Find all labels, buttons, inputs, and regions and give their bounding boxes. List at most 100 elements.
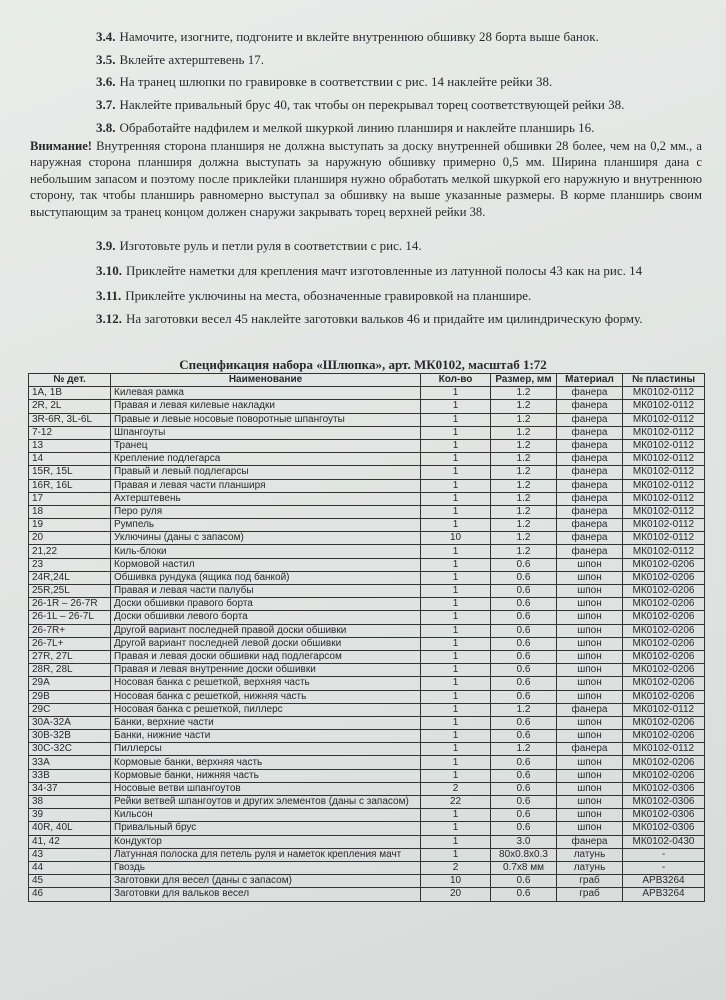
step-text: Приклейте уключины на места, обозначенны… xyxy=(125,288,532,303)
table-cell: шпон xyxy=(556,821,623,836)
table-row: 33B Кормовые банки, нижняя часть 1 0.6 шпон М… xyxy=(28,768,705,783)
table-cell: 1.2 xyxy=(490,478,557,493)
table-cell: Гвоздь xyxy=(110,860,421,876)
table-cell: 1.2 xyxy=(490,518,557,533)
table-row: 26-1R – 26-7R Доски обшивки правого борта… xyxy=(28,597,705,612)
table-row: 3R-6R, 3L-6L Правые и левые носовые повор… xyxy=(28,412,705,427)
table-cell: 1 xyxy=(420,491,491,506)
table-cell: латунь xyxy=(556,847,623,862)
table-cell: МК0102-0112 xyxy=(622,742,705,757)
table-cell: 1 xyxy=(420,623,491,638)
table-cell: Румпель xyxy=(110,518,421,533)
table-cell: 1 xyxy=(420,425,491,440)
table-cell: МК0102-0112 xyxy=(622,386,705,401)
table-cell: граб xyxy=(556,887,623,902)
step-text: Наклейте привальный брус 40, так чтобы о… xyxy=(119,97,625,112)
table-row: 26-1L – 26-7L Доски обшивки левого борта 1… xyxy=(28,610,705,625)
table-cell: 1 xyxy=(420,636,491,651)
table-cell: Носовая банка с решеткой, пиллерс xyxy=(110,702,421,717)
table-cell: 14 xyxy=(28,452,111,467)
table-cell: 0.6 xyxy=(490,821,557,836)
instruction-step: 3.5. Вклейте ахтерштевень 17. xyxy=(96,52,706,68)
table-cell: 0.6 xyxy=(490,729,557,744)
table-cell: 2R, 2L xyxy=(28,399,111,414)
table-cell: МК0102-0306 xyxy=(622,781,705,797)
column-header: № дет. xyxy=(28,372,111,388)
table-cell: 1 xyxy=(420,412,491,427)
table-cell: МК0102-0112 xyxy=(622,531,705,546)
table-cell: Ахтерштевень xyxy=(110,491,421,506)
table-cell: 1A, 1B xyxy=(28,386,111,401)
table-cell: МК0102-0112 xyxy=(622,425,705,440)
table-cell: Латунная полоска для петель руля и намет… xyxy=(110,847,421,862)
table-cell: 0.6 xyxy=(490,887,557,902)
table-cell: 0.6 xyxy=(490,689,557,704)
table-cell: МК0102-0112 xyxy=(622,438,705,454)
table-cell: 1 xyxy=(420,518,491,533)
table-row: 17 Ахтерштевень 1 1.2 фанера МК0102-0112 xyxy=(28,491,705,506)
table-cell: Шпангоуты xyxy=(110,425,421,440)
table-cell: 1 xyxy=(420,504,491,520)
table-cell: Правый и левый подлегарсы xyxy=(110,465,421,480)
table-cell: 19 xyxy=(28,518,111,533)
table-cell: Правая и левая доски обшивки над подлега… xyxy=(110,649,421,665)
table-cell: 0.6 xyxy=(490,755,557,770)
table-cell: 1 xyxy=(420,715,491,731)
step-number: 3.6. xyxy=(96,74,116,89)
table-cell: 1.2 xyxy=(490,399,557,414)
table-cell: 0.6 xyxy=(490,583,557,599)
table-cell: Кормовые банки, верхняя часть xyxy=(110,755,421,770)
table-row: 13 Транец 1 1.2 фанера МК0102-0112 xyxy=(28,438,705,454)
step-text: Намочите, изогните, подгоните и вклейте … xyxy=(119,29,599,44)
table-cell: Уключины (даны с запасом) xyxy=(110,531,421,546)
table-cell: фанера xyxy=(556,478,623,493)
table-row: 7-12 Шпангоуты 1 1.2 фанера МК0102-0112 xyxy=(28,425,705,440)
table-cell: МК0102-0206 xyxy=(622,729,705,744)
table-cell: шпон xyxy=(556,794,623,810)
table-cell: Кондуктор xyxy=(110,834,421,849)
table-cell: 0.6 xyxy=(490,663,557,678)
table-cell: 1 xyxy=(420,399,491,414)
table-cell: 1 xyxy=(420,438,491,454)
table-cell: 24R,24L xyxy=(28,570,111,586)
table-cell: МК0102-0206 xyxy=(622,623,705,638)
table-cell: 1 xyxy=(420,610,491,625)
table-cell: 26-7L+ xyxy=(28,636,111,651)
table-cell: 0.6 xyxy=(490,781,557,797)
table-cell: шпон xyxy=(556,781,623,797)
table-cell: шпон xyxy=(556,689,623,704)
table-cell: 1.2 xyxy=(490,531,557,546)
table-cell: 30C-32C xyxy=(28,742,111,757)
table-cell: 0.6 xyxy=(490,649,557,665)
table-cell: МК0102-0112 xyxy=(622,399,705,414)
table-cell: 1 xyxy=(420,597,491,612)
table-cell: МК0102-0112 xyxy=(622,491,705,506)
table-row: 18 Перо руля 1 1.2 фанера МК0102-0112 xyxy=(28,504,705,520)
column-header: № пластины xyxy=(622,372,705,388)
table-cell: шпон xyxy=(556,570,623,586)
table-cell: Кормовые банки, нижняя часть xyxy=(110,768,421,783)
instruction-step: 3.7. Наклейте привальный брус 40, так что… xyxy=(96,97,706,113)
spec-table: № дет. Наименование Кол-во Размер, мм Матери… xyxy=(28,372,705,902)
table-cell: 0.6 xyxy=(490,557,557,572)
table-cell: фанера xyxy=(556,386,623,401)
step-text: Приклейте наметки для крепления мачт изг… xyxy=(126,263,643,278)
table-cell: 33B xyxy=(28,768,111,783)
table-cell: МК0102-0206 xyxy=(622,636,705,651)
table-cell: шпон xyxy=(556,636,623,651)
instruction-step: 3.6. На транец шлюпки по гравировке в соо… xyxy=(96,74,706,90)
step-text: Изготовьте руль и петли руля в соответст… xyxy=(119,238,422,253)
table-cell: 45 xyxy=(28,874,111,889)
table-row: 29B Носовая банка с решеткой, нижняя част… xyxy=(28,689,705,704)
table-cell: 1 xyxy=(420,834,491,849)
step-text: Обработайте надфилем и мелкой шкуркой ли… xyxy=(119,120,595,135)
table-cell: 1.2 xyxy=(490,742,557,757)
table-cell: 0.6 xyxy=(490,715,557,731)
table-cell: - xyxy=(622,847,705,862)
step-number: 3.4. xyxy=(96,29,116,44)
table-cell: Доски обшивки правого борта xyxy=(110,597,421,612)
table-row: 19 Румпель 1 1.2 фанера МК0102-0112 xyxy=(28,518,705,533)
table-cell: 20 xyxy=(420,887,491,902)
table-cell: Банки, нижние части xyxy=(110,729,421,744)
table-row: 23 Кормовой настил 1 0.6 шпон МК0102-0206 xyxy=(28,557,705,572)
